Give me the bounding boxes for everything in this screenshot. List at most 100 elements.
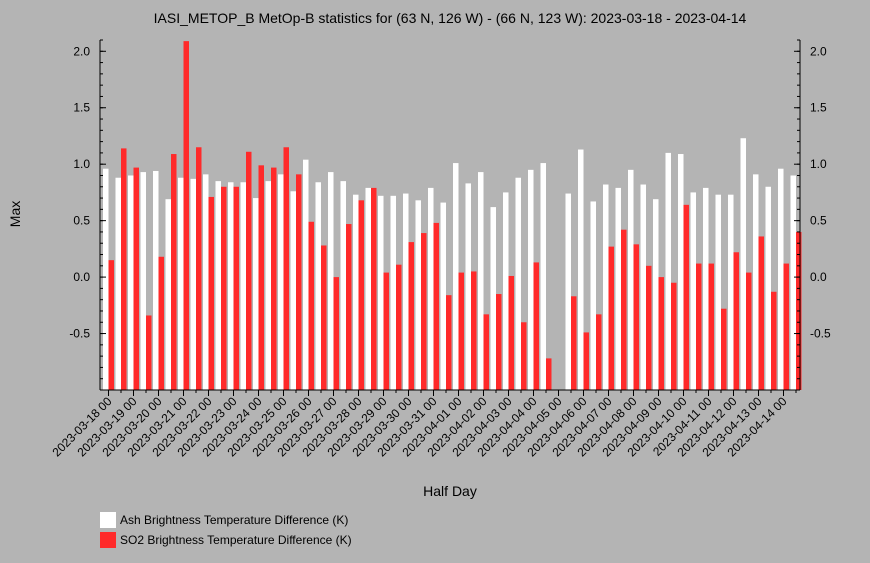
so2-bar-26 [433, 222, 439, 390]
ash-bar-9 [215, 181, 221, 390]
so2-bar-7 [196, 147, 202, 390]
ash-bar-19 [340, 181, 346, 390]
so2-bar-5 [171, 154, 177, 390]
so2-bar-24 [408, 242, 414, 390]
so2-bar-29 [471, 271, 477, 390]
so2-bar-13 [271, 167, 277, 390]
ash-bar-6 [178, 177, 184, 390]
y-tick-label-right: 1.5 [810, 101, 827, 115]
ash-bar-37 [565, 193, 571, 390]
ash-bar-7 [190, 178, 196, 390]
ash-bar-54 [778, 168, 784, 390]
so2-bar-30 [483, 314, 489, 390]
ash-bar-49 [715, 194, 721, 390]
ash-bar-41 [615, 187, 621, 390]
ash-bar-25 [415, 200, 421, 390]
ash-bar-24 [403, 193, 409, 390]
ash-bar-43 [640, 184, 646, 390]
so2-bar-35 [546, 358, 552, 390]
so2-bar-33 [521, 322, 527, 390]
ash-bar-46 [678, 154, 684, 390]
legend-label-so2: SO2 Brightness Temperature Difference (K… [120, 533, 352, 547]
ash-bar-30 [478, 172, 484, 390]
so2-bar-10 [233, 186, 239, 390]
so2-bar-44 [658, 277, 664, 390]
ash-bar-40 [603, 184, 609, 390]
ash-bar-23 [390, 195, 396, 390]
so2-bar-40 [608, 246, 614, 390]
ash-bar-39 [590, 201, 596, 390]
y-tick-label-left: 0.5 [73, 214, 90, 228]
so2-bar-50 [733, 252, 739, 390]
ash-bar-50 [728, 194, 734, 390]
ash-bar-34 [528, 169, 534, 390]
y-tick-label-right: -0.5 [810, 327, 831, 341]
so2-bar-11 [246, 151, 252, 390]
ash-bar-14 [278, 174, 284, 390]
ash-bar-51 [740, 138, 746, 390]
ash-bar-12 [253, 198, 259, 390]
ash-bar-1 [115, 177, 121, 390]
ash-bar-48 [703, 187, 709, 390]
so2-bar-37 [571, 296, 577, 390]
so2-bar-45 [671, 282, 677, 390]
so2-bar-34 [533, 262, 539, 390]
ash-bar-22 [378, 195, 384, 390]
ash-bar-45 [665, 152, 671, 390]
so2-bar-43 [646, 265, 652, 390]
axes-layer: -0.5 -0.50.0 0.00.5 0.51.0 1.01.5 1.52.0 2.020… [50, 39, 831, 459]
ash-bar-4 [153, 170, 159, 390]
so2-bar-0 [108, 260, 114, 390]
ash-bar-53 [765, 186, 771, 390]
ash-bar-20 [353, 194, 359, 390]
so2-bar-14 [283, 147, 289, 390]
so2-bar-19 [346, 224, 352, 390]
y-tick-label-left: 2.0 [73, 44, 90, 58]
so2-bar-46 [683, 204, 689, 390]
ash-bar-2 [128, 175, 134, 390]
ash-bar-28 [453, 163, 459, 390]
so2-bar-47 [696, 263, 702, 390]
ash-bar-31 [490, 207, 496, 390]
ash-bar-0 [103, 168, 109, 390]
ash-bar-44 [653, 199, 659, 390]
so2-bar-28 [458, 272, 464, 390]
ash-bar-8 [203, 174, 209, 390]
y-tick-label-left: 1.0 [73, 157, 90, 171]
so2-bar-2 [133, 167, 139, 390]
ash-bar-42 [628, 169, 634, 390]
so2-bar-20 [358, 200, 364, 390]
ash-bar-29 [465, 183, 471, 390]
so2-bar-27 [446, 295, 452, 390]
legend-item-ash: Ash Brightness Temperature Difference (K… [100, 512, 348, 528]
y-tick-label-left: 1.5 [73, 101, 90, 115]
y-axis-label: Max [7, 201, 23, 227]
legend-swatch-ash [100, 512, 116, 528]
y-tick-label-left: -0.5 [69, 327, 90, 341]
so2-bar-12 [258, 165, 264, 390]
so2-bar-23 [396, 264, 402, 390]
ash-bar-15 [290, 191, 296, 390]
ash-bar-52 [753, 174, 759, 390]
ash-bar-13 [265, 181, 271, 390]
so2-bar-15 [296, 174, 302, 390]
ash-bar-55 [790, 175, 796, 390]
bars-layer [103, 41, 802, 390]
so2-bar-9 [221, 186, 227, 390]
so2-bar-18 [333, 277, 339, 390]
so2-bar-49 [721, 308, 727, 390]
so2-bar-6 [183, 41, 189, 390]
ash-bar-26 [428, 187, 434, 390]
ash-bar-38 [578, 149, 584, 390]
ash-bar-17 [315, 182, 321, 390]
so2-bar-32 [508, 275, 514, 390]
so2-bar-39 [596, 314, 602, 390]
ash-bar-21 [365, 187, 371, 390]
legend-label-ash: Ash Brightness Temperature Difference (K… [120, 513, 349, 527]
y-tick-label-right: 2.0 [810, 44, 827, 58]
ash-bar-11 [240, 182, 246, 390]
so2-bar-52 [758, 236, 764, 390]
chart-title: IASI_METOP_B MetOp-B statistics for (63 … [154, 10, 747, 26]
x-axis-label: Half Day [423, 483, 477, 499]
y-tick-label-right: 0.0 [810, 270, 827, 284]
